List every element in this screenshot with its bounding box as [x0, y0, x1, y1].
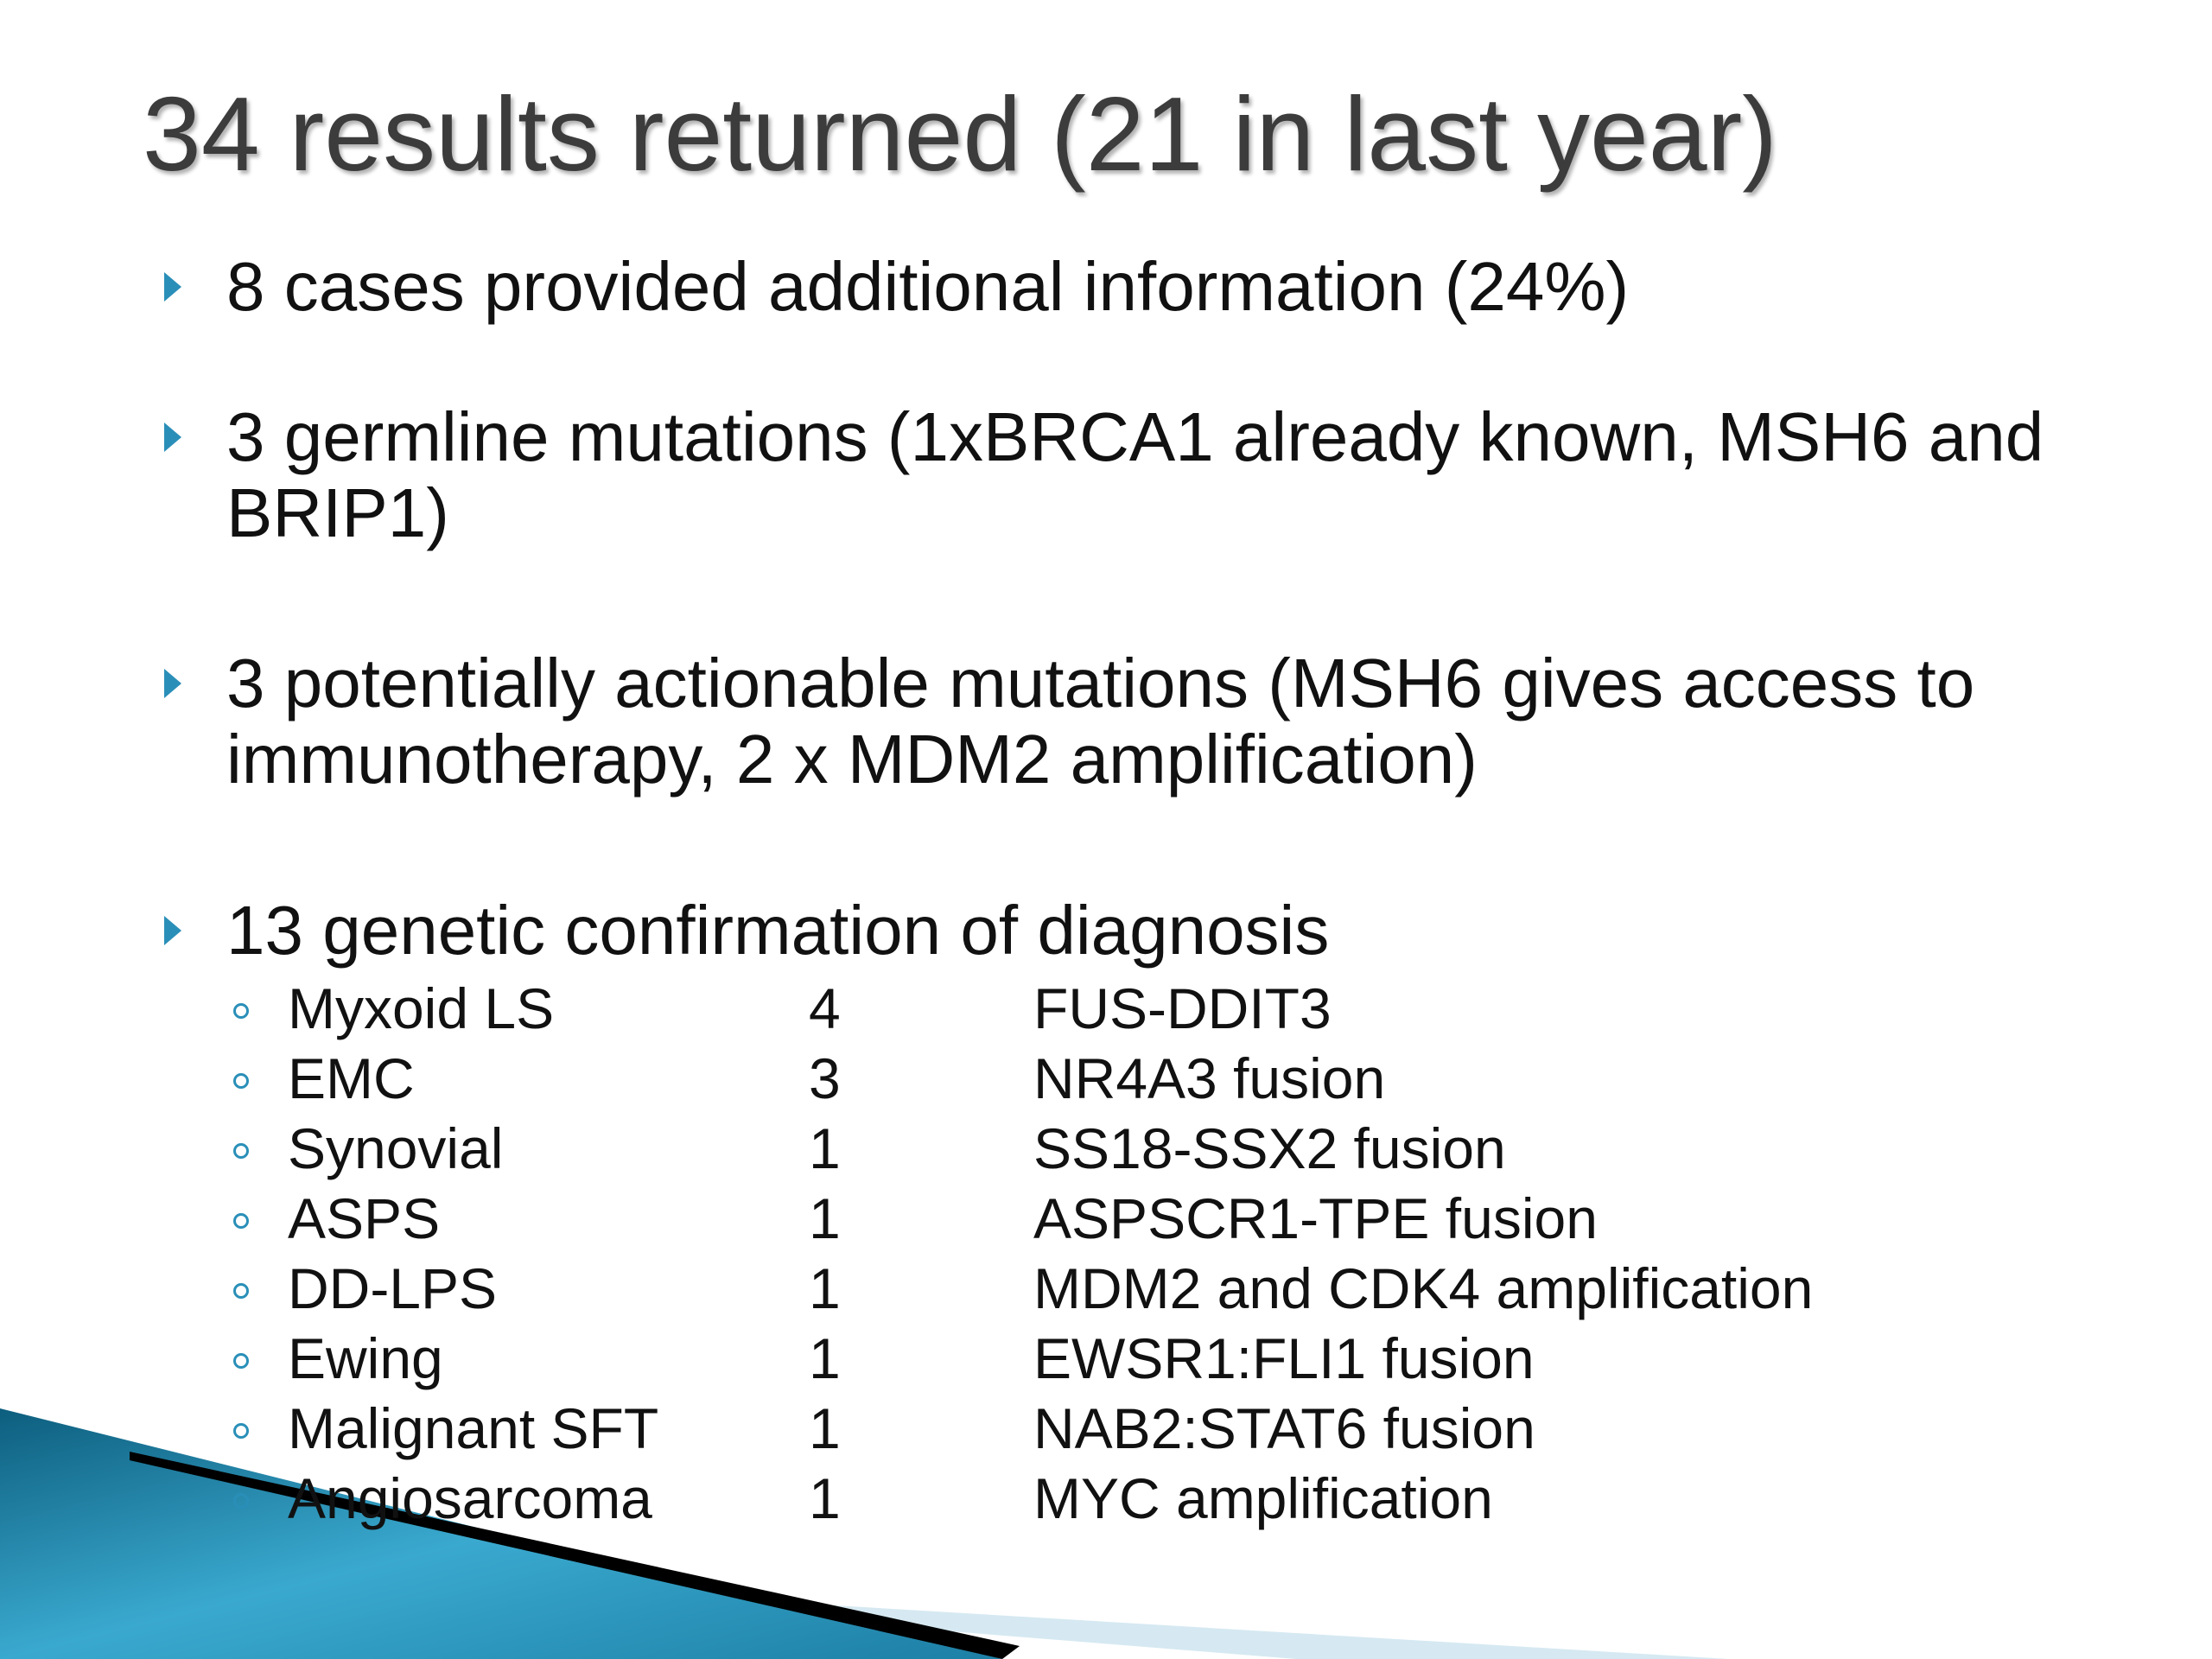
- row-detail: SS18-SSX2 fusion: [1033, 1116, 1506, 1180]
- row-name: DD-LPS: [288, 1256, 498, 1320]
- row-name: Malignant SFT: [288, 1396, 659, 1460]
- row-count: 1: [809, 1186, 841, 1250]
- bullet-text: 8 cases provided additional information …: [226, 248, 1630, 325]
- sub-bullet: [233, 1073, 249, 1089]
- slide-title: 34 results returned (21 in last year): [143, 75, 1777, 193]
- sub-bullet: [233, 1283, 249, 1299]
- row-name: EMC: [288, 1046, 415, 1110]
- row-name: Synovial: [288, 1116, 504, 1180]
- row-detail: MYC amplification: [1033, 1466, 1493, 1530]
- sub-bullet: [233, 1493, 249, 1509]
- bullet-text: 13 genetic confirmation of diagnosis: [226, 892, 1330, 969]
- row-name: Myxoid LS: [288, 976, 555, 1040]
- row-count: 1: [809, 1326, 841, 1390]
- bullet-text: 3 potentially actionable mutations (MSH6…: [226, 645, 1975, 798]
- row-count: 1: [809, 1116, 841, 1180]
- sub-bullet: [233, 1423, 249, 1439]
- row-detail: MDM2 and CDK4 amplification: [1033, 1256, 1814, 1320]
- row-count: 1: [809, 1466, 841, 1530]
- row-detail: NR4A3 fusion: [1033, 1046, 1386, 1110]
- sub-bullet: [233, 1003, 249, 1019]
- row-name: Angiosarcoma: [288, 1466, 652, 1530]
- row-count: 1: [809, 1396, 841, 1460]
- sub-bullet: [233, 1213, 249, 1229]
- row-detail: EWSR1:FLI1 fusion: [1033, 1326, 1535, 1390]
- row-count: 4: [809, 976, 841, 1040]
- row-count: 1: [809, 1256, 841, 1320]
- sub-bullet: [233, 1353, 249, 1369]
- bullet-arrow: [164, 272, 181, 302]
- bullet-text: 3 germline mutations (1xBRCA1 already kn…: [226, 398, 2044, 551]
- row-detail: NAB2:STAT6 fusion: [1033, 1396, 1535, 1460]
- row-count: 3: [809, 1046, 841, 1110]
- row-detail: ASPSCR1-TPE fusion: [1033, 1186, 1598, 1250]
- row-detail: FUS-DDIT3: [1033, 976, 1332, 1040]
- sub-bullet: [233, 1143, 249, 1159]
- row-name: Ewing: [288, 1326, 443, 1390]
- bullet-arrow: [164, 669, 181, 698]
- bullet-arrow: [164, 423, 181, 452]
- row-name: ASPS: [288, 1186, 441, 1250]
- bullet-arrow: [164, 916, 181, 945]
